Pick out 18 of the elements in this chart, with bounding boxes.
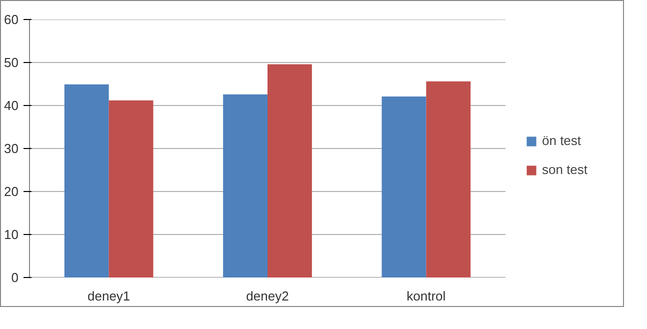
- bar: [426, 81, 471, 278]
- legend-label: son test: [542, 162, 588, 177]
- legend-label: ön test: [542, 133, 582, 148]
- bar: [382, 96, 426, 278]
- y-tick-label: 0: [11, 270, 19, 285]
- bar: [223, 94, 268, 278]
- y-tick-label: 60: [4, 12, 19, 27]
- x-tick-label: kontrol: [406, 288, 446, 304]
- y-tick-label: 40: [4, 98, 19, 113]
- bar: [268, 64, 312, 278]
- y-tick-label: 30: [4, 141, 19, 156]
- x-tick-label: deney1: [88, 288, 130, 304]
- bar: [64, 84, 109, 278]
- x-tick-label: deney2: [246, 288, 289, 304]
- y-tick-label: 10: [4, 227, 19, 242]
- bar: [108, 100, 154, 278]
- y-tick-label: 50: [4, 55, 19, 70]
- y-tick-label: 20: [4, 184, 19, 199]
